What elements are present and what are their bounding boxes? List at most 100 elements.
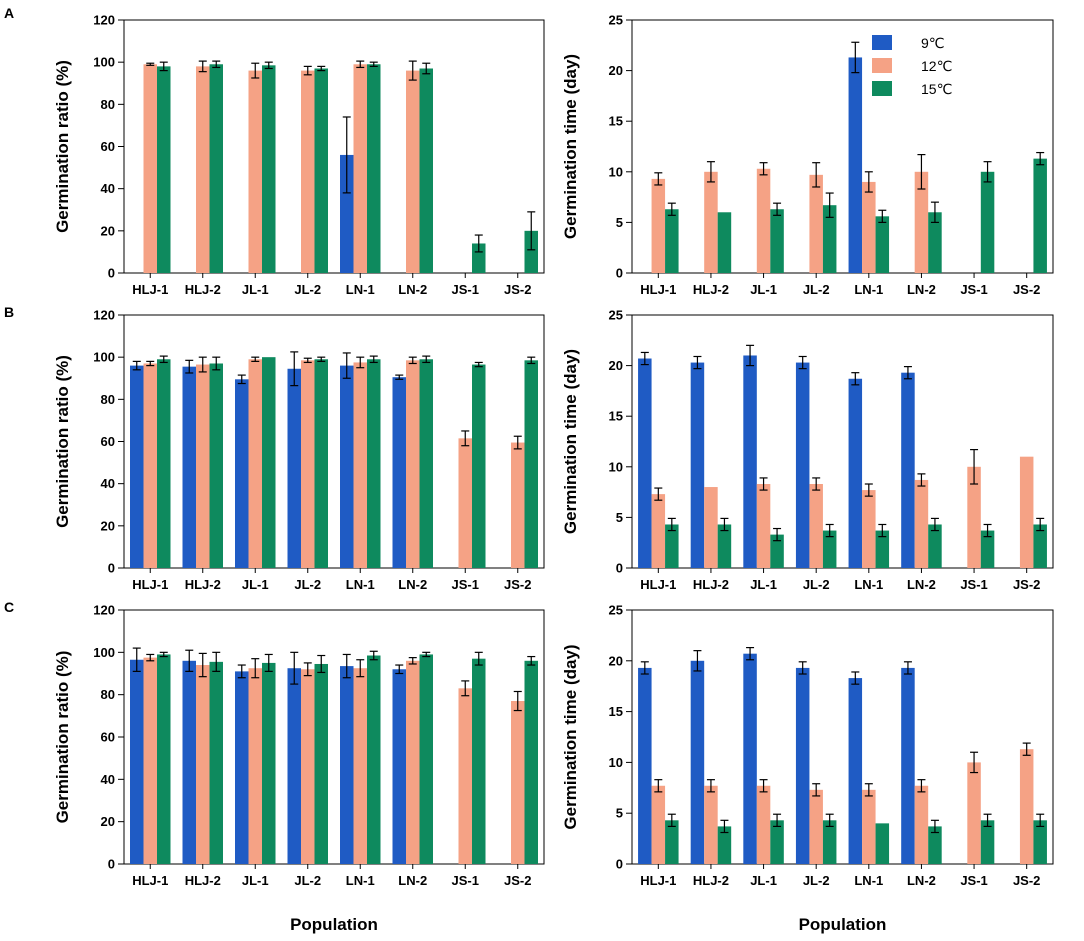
chart-5-bar-1-0 (651, 785, 666, 864)
chart-1-ytick-label-0: 0 (616, 266, 623, 281)
chart-0-bar-0-4 (340, 154, 354, 273)
chart-3-bar-0-3 (795, 362, 810, 568)
chart-0-bar-1-5 (406, 70, 420, 273)
chart-1-ytick-label-3: 15 (609, 114, 623, 129)
chart-0-bar-2-1 (209, 64, 223, 274)
chart-1-ytick-label-1: 5 (616, 215, 623, 230)
chart-4-ytick-label-0: 0 (108, 857, 115, 872)
chart-5-bar-2-1 (717, 826, 732, 864)
chart-0-xtick-label-6: JS-1 (452, 282, 479, 297)
chart-5-ytick-label-0: 0 (616, 857, 623, 872)
chart-2-ytick-label-1: 20 (101, 518, 115, 533)
chart-0-ytick-label-5: 100 (93, 55, 115, 70)
chart-5-xtick-label-0: HLJ-1 (640, 873, 676, 888)
chart-5-bar-2-7 (1033, 820, 1047, 864)
chart-2-bar-1-2 (248, 359, 262, 568)
chart-5-bar-2-6 (980, 820, 995, 864)
chart-4-bar-1-7 (511, 701, 525, 864)
chart-3-xtick-label-1: HLJ-2 (693, 577, 729, 592)
chart-2-bar-1-0 (143, 363, 157, 568)
chart-1-bar-2-6 (980, 171, 995, 273)
chart-5-bar-0-2 (743, 653, 757, 864)
chart-5-xlabel: Population (799, 915, 887, 934)
chart-5-bar-2-5 (928, 826, 942, 864)
chart-5-bar-1-1 (704, 785, 718, 864)
chart-4-ytick-label-6: 120 (93, 603, 115, 618)
chart-4-bar-0-5 (392, 669, 406, 864)
chart-4-ytick-label-3: 60 (101, 730, 115, 745)
chart-0-ytick-label-3: 60 (101, 139, 115, 154)
chart-2-ytick-label-0: 0 (108, 561, 115, 576)
chart-5-bar-1-7 (1019, 749, 1034, 864)
chart-4-ytick-label-4: 80 (101, 687, 115, 702)
chart-3-frame (631, 314, 1054, 569)
chart-1-xtick-label-5: LN-2 (907, 282, 936, 297)
chart-2-bar-2-2 (262, 357, 276, 568)
chart-5-bar-2-0 (665, 820, 679, 864)
chart-0-xtick-label-4: LN-1 (346, 282, 375, 297)
chart-3-bar-2-4 (875, 530, 890, 568)
chart-5-xtick-label-2: JL-1 (750, 873, 777, 888)
chart-4-bar-2-0 (157, 654, 171, 864)
chart-4-xtick-label-3: JL-2 (294, 873, 321, 888)
chart-5-xtick-label-7: JS-2 (1013, 873, 1040, 888)
chart-1-xtick-label-1: HLJ-2 (693, 282, 729, 297)
chart-5-xtick-label-6: JS-1 (960, 873, 987, 888)
chart-4-xtick-label-5: LN-2 (398, 873, 427, 888)
chart-3-bar-1-1 (704, 487, 718, 568)
chart-3-xtick-label-0: HLJ-1 (640, 577, 676, 592)
chart-2-bar-0-1 (182, 366, 196, 568)
chart-2-ytick-label-5: 100 (93, 350, 115, 365)
chart-4-xtick-label-0: HLJ-1 (132, 873, 168, 888)
chart-1-bar-1-1 (704, 171, 718, 273)
chart-0-xtick-label-3: JL-2 (294, 282, 321, 297)
chart-3-bar-0-0 (638, 358, 652, 568)
chart-2-ytick-label-3: 60 (101, 434, 115, 449)
chart-2-bar-1-6 (458, 438, 472, 568)
chart-1-bar-2-7 (1033, 158, 1047, 273)
chart-5-bar-1-4 (862, 789, 876, 864)
chart-5-bar-0-4 (848, 678, 863, 864)
chart-3-ytick-label-2: 10 (609, 459, 623, 474)
chart-4-panel-letter: C (4, 599, 14, 615)
chart-1-bar-1-3 (809, 174, 823, 273)
chart-2-bar-1-5 (406, 360, 420, 568)
chart-4-ytick-label-5: 100 (93, 645, 115, 660)
chart-3-bar-1-4 (862, 490, 876, 568)
chart-3-bar-2-7 (1033, 524, 1047, 568)
chart-3-bar-1-6 (967, 466, 981, 568)
chart-3-bar-2-3 (822, 530, 837, 568)
chart-3-xtick-label-4: LN-1 (854, 577, 883, 592)
chart-2-bar-0-0 (130, 365, 144, 568)
chart-1-legend-swatch-1 (872, 58, 892, 73)
chart-3-bar-2-5 (928, 524, 942, 568)
chart-2-xtick-label-2: JL-1 (242, 577, 269, 592)
chart-5-xtick-label-4: LN-1 (854, 873, 883, 888)
chart-4-bar-2-1 (209, 661, 223, 864)
chart-3-bar-1-5 (914, 479, 929, 568)
chart-3-bar-2-0 (665, 524, 679, 568)
chart-3-bar-1-2 (756, 484, 771, 568)
chart-1-ytick-label-5: 25 (609, 13, 623, 28)
chart-2-bar-2-0 (157, 359, 171, 568)
chart-5-ylabel: Germination time (day) (561, 644, 580, 829)
chart-1-xtick-label-0: HLJ-1 (640, 282, 676, 297)
chart-5-bar-1-5 (914, 785, 929, 864)
chart-0-xtick-label-1: HLJ-2 (185, 282, 221, 297)
chart-2-xtick-label-4: LN-1 (346, 577, 375, 592)
chart-2-ytick-label-2: 40 (101, 476, 115, 491)
chart-2-bar-1-1 (196, 364, 210, 568)
chart-2-xtick-label-5: LN-2 (398, 577, 427, 592)
chart-0-bar-2-6 (472, 243, 486, 273)
chart-1-bar-2-3 (822, 205, 837, 273)
chart-0-bar-1-2 (248, 70, 262, 273)
chart-5-bar-2-2 (770, 820, 784, 864)
chart-4-xtick-label-7: JS-2 (504, 873, 531, 888)
chart-2-bar-1-4 (353, 362, 367, 568)
chart-3-bar-0-1 (690, 362, 705, 568)
chart-3-bar-0-4 (848, 378, 863, 568)
chart-2-xtick-label-3: JL-2 (294, 577, 321, 592)
chart-1-legend-label-2: 15℃ (921, 81, 952, 97)
chart-0-panel-letter: A (4, 5, 14, 21)
chart-2-ylabel: Germination ratio (%) (53, 355, 72, 528)
